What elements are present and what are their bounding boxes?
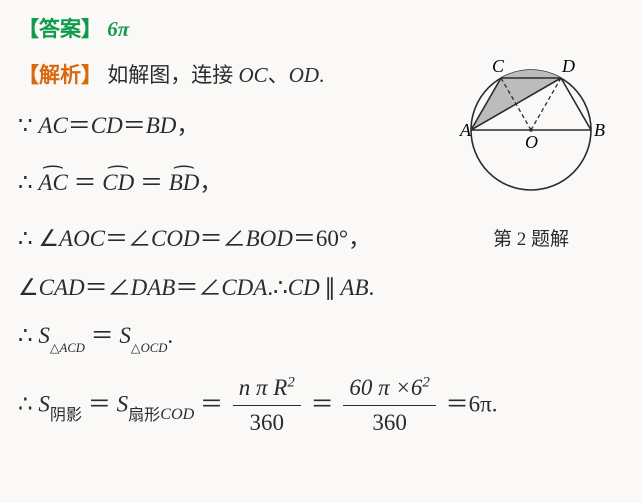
fraction-1: n π R2 360 bbox=[233, 371, 301, 441]
therefore-sym-2: ∴ bbox=[18, 226, 33, 251]
therefore-sym-4: ∴ bbox=[18, 391, 33, 416]
diagram-container: A B C D O 第 2 题解 bbox=[443, 52, 619, 254]
therefore-sym-1: ∴ bbox=[18, 170, 33, 195]
sub-sector-cn: 扇形 bbox=[128, 407, 160, 424]
eq-3: ＝ bbox=[91, 323, 114, 348]
analysis-text: 如解图，连接 OC、OD. bbox=[107, 63, 324, 87]
circle-diagram: A B C D O bbox=[443, 52, 619, 208]
label-o: O bbox=[525, 132, 538, 152]
fraction-2: 60 π ×62 360 bbox=[343, 371, 436, 441]
proof-line-2: ∴ AC ＝ CD ＝ BD， bbox=[18, 166, 438, 201]
arc-bd: BD， bbox=[169, 170, 223, 195]
sub-shade: 阴影 bbox=[50, 407, 82, 424]
line4-body: ∠CAD＝∠DAB＝∠CDA.∴CD ∥ AB. bbox=[18, 275, 374, 300]
answer-line: 【答案】 6π bbox=[18, 14, 623, 46]
analysis-label: 【解析】 bbox=[18, 63, 102, 87]
answer-value: 6π bbox=[107, 17, 129, 41]
label-b: B bbox=[594, 120, 605, 140]
arc-cd: CD bbox=[102, 166, 134, 201]
label-d: D bbox=[561, 56, 575, 76]
proof-line-4: ∠CAD＝∠DAB＝∠CDA.∴CD ∥ AB. bbox=[18, 271, 623, 306]
answer-label: 【答案】 bbox=[18, 17, 102, 41]
eq-1: ＝ bbox=[74, 170, 97, 195]
triangle-1: △ACD bbox=[50, 341, 85, 355]
proof-line-1: ∵ AC＝CD＝BD， bbox=[18, 109, 438, 144]
sub-sector-cod: COD bbox=[160, 406, 194, 423]
arc-ac: AC bbox=[38, 166, 67, 201]
line3-body: ∠AOC＝∠COD＝∠BOD＝60°， bbox=[38, 226, 371, 251]
s-sector: S bbox=[117, 391, 129, 416]
s-shade: S bbox=[38, 391, 50, 416]
label-a: A bbox=[459, 120, 472, 140]
line1-body: AC＝CD＝BD， bbox=[38, 113, 199, 138]
s-2: S bbox=[119, 323, 131, 348]
diagram-caption: 第 2 题解 bbox=[443, 226, 619, 255]
triangle-2: △OCD bbox=[131, 341, 167, 355]
s-1: S bbox=[38, 323, 50, 348]
therefore-sym-3: ∴ bbox=[18, 323, 33, 348]
proof-line-6: ∴ S阴影 ＝ S扇形COD ＝ n π R2 360 ＝ 60 π ×62 3… bbox=[18, 371, 623, 441]
analysis-line: 【解析】 如解图，连接 OC、OD. bbox=[18, 60, 438, 92]
final-eq: ＝6π. bbox=[446, 391, 498, 416]
label-c: C bbox=[492, 56, 505, 76]
eq-2: ＝ bbox=[140, 170, 163, 195]
because-sym: ∵ bbox=[18, 113, 33, 138]
proof-line-5: ∴ S△ACD ＝ S△OCD. bbox=[18, 319, 623, 355]
